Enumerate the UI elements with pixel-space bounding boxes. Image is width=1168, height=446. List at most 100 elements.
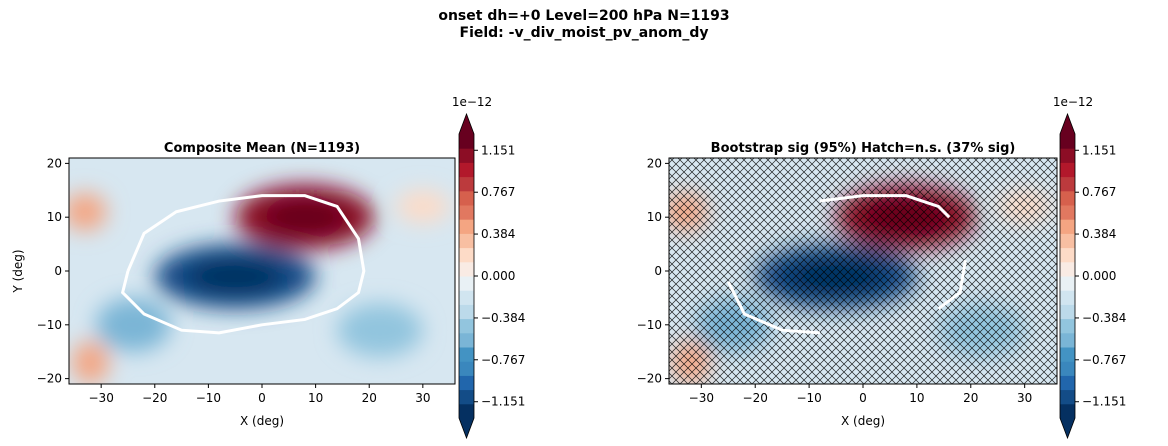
- colorbar-segment: [1060, 375, 1075, 391]
- composite-heatmap: [69, 158, 455, 384]
- colorbar-segment: [1060, 304, 1075, 320]
- colorbar-segment: [1060, 162, 1075, 178]
- anomaly-blob: [396, 190, 450, 223]
- colorbar-segment: [459, 176, 474, 192]
- panel-bootstrap-sig: Bootstrap sig (95%) Hatch=n.s. (37% sig)…: [637, 141, 1058, 428]
- colorbar-tick-label: 0.767: [1082, 185, 1116, 199]
- colorbar-segment: [1060, 276, 1075, 291]
- y-tick-label: 10: [47, 210, 62, 224]
- ylabel-left: Y (deg): [11, 249, 25, 293]
- colorbar-segment: [1060, 347, 1075, 362]
- colorbar-outline: [1059, 112, 1076, 440]
- x-tick-label: 30: [415, 391, 430, 405]
- y-tick-label: −10: [637, 318, 662, 332]
- colorbar-segment: [1060, 389, 1075, 405]
- sig-contour-segment: [937, 259, 967, 310]
- colorbar-extend-max: [1060, 114, 1075, 134]
- colorbar-tick-label: 1.151: [481, 143, 515, 157]
- colorbar-segment: [1060, 290, 1075, 305]
- colorbar-segment: [459, 261, 474, 277]
- anomaly-blob: [95, 297, 171, 352]
- y-tick-label: −10: [37, 318, 62, 332]
- colorbar-extend-max: [459, 114, 474, 134]
- colorbar-segment: [1060, 205, 1075, 220]
- x-tick-label: −10: [196, 391, 221, 405]
- colorbar-tick-label: 0.384: [1082, 227, 1116, 241]
- colorbar-tick-label: −0.767: [481, 353, 525, 367]
- x-tick-label: 10: [308, 391, 323, 405]
- panel-composite-mean: Composite Mean (N=1193) −30 −20 −10 0 10 20 30…: [11, 141, 456, 428]
- colorbar-left: 1.151 0.767 0.384 0.000 −0.384 −0.767 −1.151: [458, 112, 525, 440]
- colorbar-outline: [458, 112, 475, 440]
- x-tick-label: −20: [142, 391, 167, 405]
- colorbar-segment: [1060, 148, 1075, 163]
- colorbar-extend-min: [459, 418, 474, 438]
- y-tick-label: −20: [37, 372, 62, 386]
- colorbar-segment: [1060, 176, 1075, 192]
- colorbar-segment: [1060, 403, 1075, 419]
- colorbar-right-scale: 1e−12: [1053, 95, 1093, 109]
- x-tick-label: −10: [796, 391, 821, 405]
- colorbar-extend-min: [1060, 418, 1075, 438]
- colorbar-tick-label: 0.384: [481, 227, 515, 241]
- colorbar-segment: [459, 134, 474, 149]
- nonsignificant-hatch: [669, 158, 1057, 384]
- colorbar-segment: [1060, 247, 1075, 263]
- anomaly-blob: [71, 340, 110, 384]
- xlabel-left: X (deg): [240, 414, 284, 428]
- y-tick-label: 0: [54, 264, 62, 278]
- anomaly-core: [186, 258, 284, 295]
- colorbar-segment: [1060, 190, 1075, 206]
- colorbar-segment: [459, 318, 474, 334]
- x-tick-label: −30: [89, 391, 114, 405]
- colorbar-segment: [459, 403, 474, 419]
- x-tick-label: −20: [743, 391, 768, 405]
- colorbar-segment: [1060, 332, 1075, 348]
- colorbar-tick-label: −0.384: [481, 311, 525, 325]
- colorbar-segment: [459, 233, 474, 249]
- colorbar-tick-label: −0.767: [1082, 353, 1126, 367]
- xlabel-right: X (deg): [841, 414, 885, 428]
- x-tick-label: 0: [258, 391, 266, 405]
- colorbar-tick-label: −1.151: [481, 395, 525, 409]
- colorbar-segment: [459, 375, 474, 391]
- colorbar-segment: [459, 148, 474, 163]
- y-tick-label: 10: [647, 210, 662, 224]
- colorbar-segment: [1060, 261, 1075, 277]
- bootstrap-heatmap: [669, 158, 1057, 384]
- colorbar-tick-label: −0.384: [1082, 311, 1126, 325]
- colorbar-tick-label: 0.000: [1082, 269, 1116, 283]
- colorbar-left-scale: 1e−12: [452, 95, 492, 109]
- figure-title-line1: onset dh=+0 Level=200 hPa N=1193: [438, 8, 730, 24]
- sig-contour-segment: [819, 194, 951, 219]
- x-tick-label: 10: [909, 391, 924, 405]
- y-tick-label: 20: [47, 156, 62, 170]
- colorbar-segment: [1060, 219, 1075, 234]
- y-tick-label: 20: [647, 156, 662, 170]
- colorbar-segment: [459, 247, 474, 263]
- figure-title-line2: Field: -v_div_moist_pv_anom_dy: [459, 25, 709, 41]
- panel-right-title: Bootstrap sig (95%) Hatch=n.s. (37% sig): [711, 141, 1016, 156]
- colorbar-segment: [459, 162, 474, 178]
- colorbar-tick-label: −1.151: [1082, 395, 1126, 409]
- colorbar-segment: [1060, 134, 1075, 149]
- colorbar-segment: [1060, 233, 1075, 249]
- y-tick-label: −20: [637, 372, 662, 386]
- colorbar-segment: [459, 304, 474, 320]
- colorbar-tick-label: 0.767: [481, 185, 515, 199]
- colorbar-segment: [459, 332, 474, 348]
- colorbar-right: 1.151 0.767 0.384 0.000 −0.384 −0.767 −1.151: [1059, 112, 1126, 440]
- colorbar-segment: [459, 347, 474, 362]
- colorbar-segment: [459, 290, 474, 305]
- colorbar-segment: [459, 361, 474, 376]
- colorbar-segment: [459, 205, 474, 220]
- sig-contour-segment: [726, 281, 820, 335]
- anomaly-core: [263, 199, 347, 235]
- colorbar-segment: [459, 276, 474, 291]
- colorbar-segment: [459, 389, 474, 405]
- colorbar-tick-label: 0.000: [481, 269, 515, 283]
- x-tick-label: 30: [1017, 391, 1032, 405]
- panel-left-title: Composite Mean (N=1193): [164, 141, 360, 156]
- y-tick-label: 0: [654, 264, 662, 278]
